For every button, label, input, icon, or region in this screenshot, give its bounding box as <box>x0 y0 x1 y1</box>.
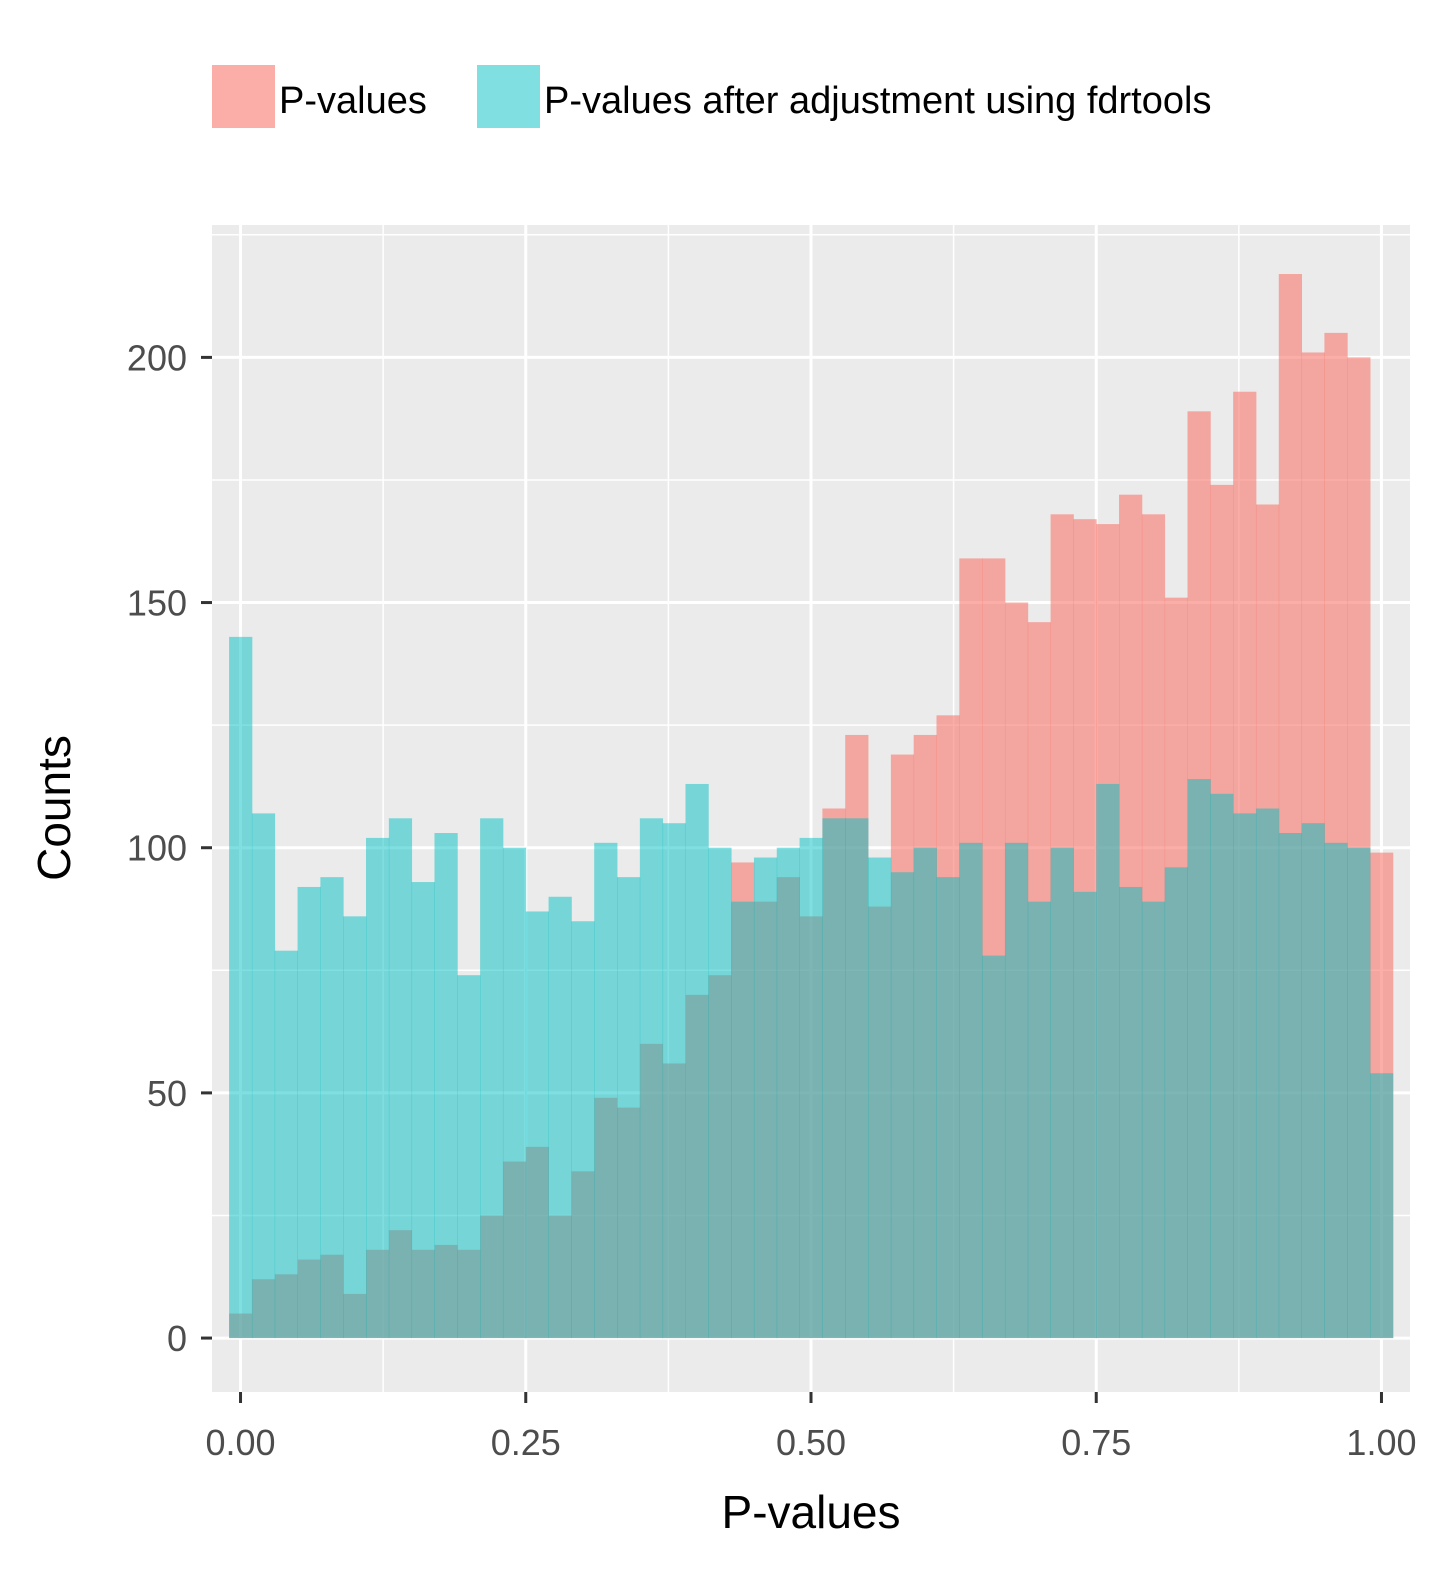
legend-label-adjusted-p-values: P-values after adjustment using fdrtools <box>544 80 1211 122</box>
histogram-bar <box>936 877 960 1339</box>
histogram-bar <box>708 847 732 1339</box>
histogram-bar <box>434 833 458 1339</box>
histogram-bar <box>1141 901 1166 1339</box>
histogram-bar <box>1096 783 1120 1339</box>
histogram-bar <box>594 842 618 1339</box>
x-tick-label: 0.50 <box>776 1422 846 1463</box>
histogram-bar <box>457 975 481 1339</box>
y-tick-labels: 0 50 100 150 200 <box>127 337 187 1359</box>
histogram-bar <box>1210 793 1234 1339</box>
histogram-bar <box>1164 867 1188 1339</box>
histogram-bar <box>731 901 755 1339</box>
legend: P-values P-values after adjustment using… <box>212 65 1211 128</box>
histogram-bar <box>1050 847 1074 1339</box>
histogram-bar <box>959 842 983 1339</box>
histogram-bar <box>822 818 846 1339</box>
histogram-bar <box>1119 886 1143 1339</box>
histogram-bar <box>1255 808 1280 1339</box>
y-tick-label: 100 <box>127 828 187 869</box>
histogram-bar <box>229 636 253 1339</box>
histogram-bar <box>297 886 321 1339</box>
legend-key-p-values <box>212 65 275 128</box>
histogram-bar <box>1187 779 1211 1339</box>
histogram-bar <box>343 916 367 1339</box>
x-tick-label: 0.00 <box>205 1422 275 1463</box>
y-tick-label: 50 <box>147 1073 187 1114</box>
axis-ticks <box>201 355 1383 1403</box>
histogram-bar <box>525 911 549 1339</box>
histogram-bar <box>799 837 823 1339</box>
histogram-bar <box>274 950 298 1339</box>
histogram-bar <box>411 882 435 1339</box>
bars-adjusted-p-values <box>229 636 1394 1339</box>
histogram-bar <box>1233 813 1257 1339</box>
histogram-bar <box>571 921 595 1339</box>
histogram-bar <box>662 823 686 1339</box>
histogram-bar <box>480 818 504 1339</box>
histogram-bar <box>685 783 709 1339</box>
histogram-bar <box>845 818 869 1339</box>
histogram-bar <box>1301 823 1325 1339</box>
histogram-bar <box>320 877 344 1339</box>
legend-label-p-values: P-values <box>279 80 427 122</box>
histogram-bar <box>982 955 1006 1339</box>
histogram-bar <box>1370 1073 1394 1339</box>
histogram-bar <box>890 872 915 1339</box>
histogram-bar <box>548 896 572 1339</box>
x-tick-label: 0.25 <box>491 1422 561 1463</box>
histogram-bar <box>913 847 937 1339</box>
y-tick-label: 0 <box>167 1318 187 1359</box>
x-tick-label: 0.75 <box>1061 1422 1131 1463</box>
histogram-bar <box>617 877 641 1339</box>
histogram-bar <box>1004 842 1029 1339</box>
histogram-bar <box>366 837 390 1339</box>
histogram-bar <box>868 857 892 1339</box>
y-tick-label: 200 <box>127 337 187 378</box>
x-tick-labels: 0.00 0.25 0.50 0.75 1.00 <box>205 1422 1416 1463</box>
legend-key-adjusted-p-values <box>477 65 540 128</box>
x-axis-title: P-values <box>722 1486 901 1538</box>
histogram-bar <box>502 847 527 1339</box>
histogram-bar <box>1073 891 1097 1339</box>
histogram-bar <box>1347 847 1371 1339</box>
x-tick-label: 1.00 <box>1346 1422 1416 1463</box>
histogram-bar <box>639 818 664 1339</box>
histogram-bar <box>753 857 778 1339</box>
histogram-bar <box>776 847 800 1339</box>
histogram-bar <box>1324 842 1348 1339</box>
y-tick-label: 150 <box>127 583 187 624</box>
histogram-bar <box>251 813 276 1339</box>
y-axis-title: Counts <box>28 735 80 881</box>
histogram-bar <box>388 818 413 1339</box>
histogram-bar <box>1278 833 1303 1339</box>
histogram-bar <box>1027 901 1051 1339</box>
